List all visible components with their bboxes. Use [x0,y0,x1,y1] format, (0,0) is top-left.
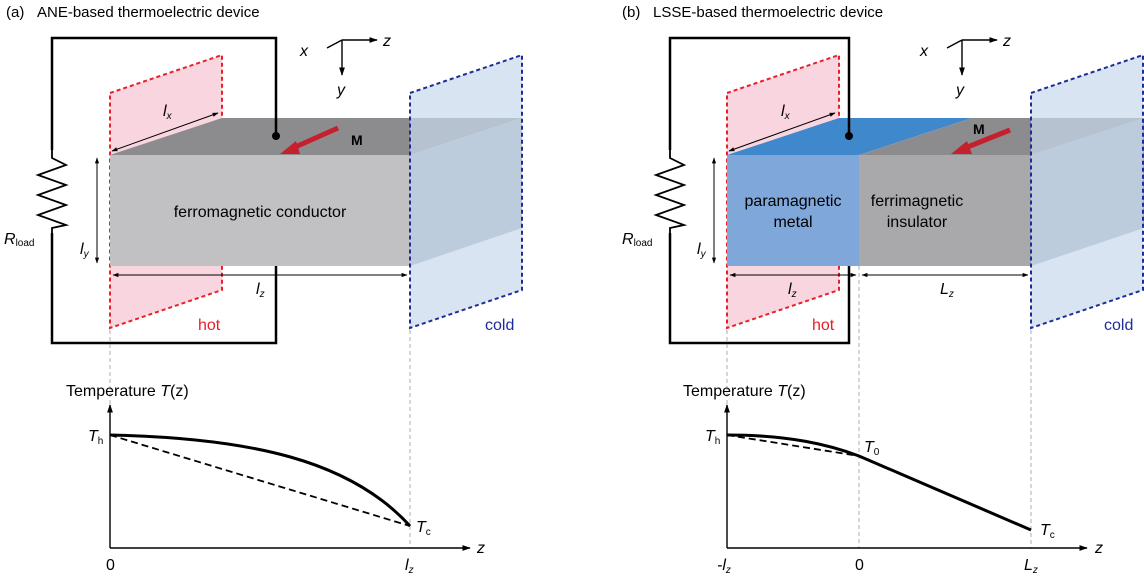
metal-label-b: paramagnetic [745,193,842,210]
axis-x-label: x [299,43,309,60]
insulator-label-2-b: insulator [887,214,948,231]
tick-Lz-b: Lz [1024,557,1038,576]
linear-reference-b [726,434,860,457]
linear-reference-a [109,434,411,527]
block-label-a: ferromagnetic conductor [174,204,347,221]
tick-0-b: 0 [855,557,864,574]
magnetization-label-b: M [973,121,985,137]
metal-label-2-b: metal [773,214,812,231]
lz-label-a: lz [256,281,265,300]
axis-y-label: y [336,82,346,99]
plot-zlabel-a: z [476,540,485,557]
contact-dot-a [272,132,280,140]
temperature-curve-b [726,433,1032,532]
ly-label-a: ly [80,241,90,260]
circuit-wire-b [668,36,851,345]
temperature-plot-b: Temperature T(z) Th T0 Tc z -lz 0 Lz [683,383,1103,576]
tc-label-a: Tc [416,519,431,538]
hot-label-a: hot [198,317,221,334]
axis-x-label-b: x [919,43,929,60]
contact-dot-b [845,132,853,140]
tick-0-a: 0 [106,557,115,574]
th-label-a: Th [88,428,103,447]
tick-neg-lz-b: -lz [717,557,731,576]
tick-lz-a: lz [405,557,414,576]
lx-dim-a [111,112,219,152]
panel-b-title: LSSE-based thermoelectric device [653,4,883,21]
panel-b: (b) LSSE-based thermoelectric device x z… [622,4,1144,576]
th-label-b: Th [705,428,720,447]
lz-label-b: lz [788,281,797,300]
lx-dim-b [728,112,836,152]
insulator-front-b [859,155,1031,266]
resistor-b [653,150,688,233]
plot-zlabel-b: z [1094,540,1103,557]
panel-b-tag: (b) [622,4,640,21]
panel-a: (a) ANE-based thermoelectric device x z … [4,4,523,576]
magnetization-arrow-b [951,127,1011,154]
temperature-curve-a [109,433,412,528]
magnetization-label-a: M [351,132,363,148]
axes-indicator-b: x z y [919,33,1011,99]
cold-label-a: cold [485,317,514,334]
lx-label-b: lx [781,103,791,122]
rload-label-b: Rload [622,231,652,249]
plot-ylabel-b: Temperature T(z) [683,383,806,400]
hot-label-b: hot [812,317,835,334]
ly-label-b: ly [697,241,707,260]
magnetization-arrow-a [280,125,340,154]
cold-label-b: cold [1104,317,1133,334]
axes-indicator-a: x z y [299,33,391,99]
temperature-plot-a: Temperature T(z) Th Tc z 0 lz [66,383,485,576]
circuit-wire-a [50,36,278,345]
Lz-label-b: Lz [940,281,954,300]
lx-label-a: lx [163,103,173,122]
insulator-label-b: ferrimagnetic [871,193,963,210]
axis-z-label: z [382,33,391,50]
rload-label-a: Rload [4,231,34,249]
cold-plane-b [1030,53,1144,330]
axis-z-label-b: z [1002,33,1011,50]
plot-ylabel-a: Temperature T(z) [66,383,189,400]
cold-plane-a [409,53,523,330]
metal-front-b [727,155,859,266]
block-front-a [110,155,410,266]
t0-label-b: T0 [864,439,880,458]
tc-label-b: Tc [1040,522,1055,541]
axis-y-label-b: y [955,82,965,99]
resistor-a [35,150,70,233]
panel-a-title: ANE-based thermoelectric device [37,4,260,21]
panel-a-tag: (a) [6,4,24,21]
